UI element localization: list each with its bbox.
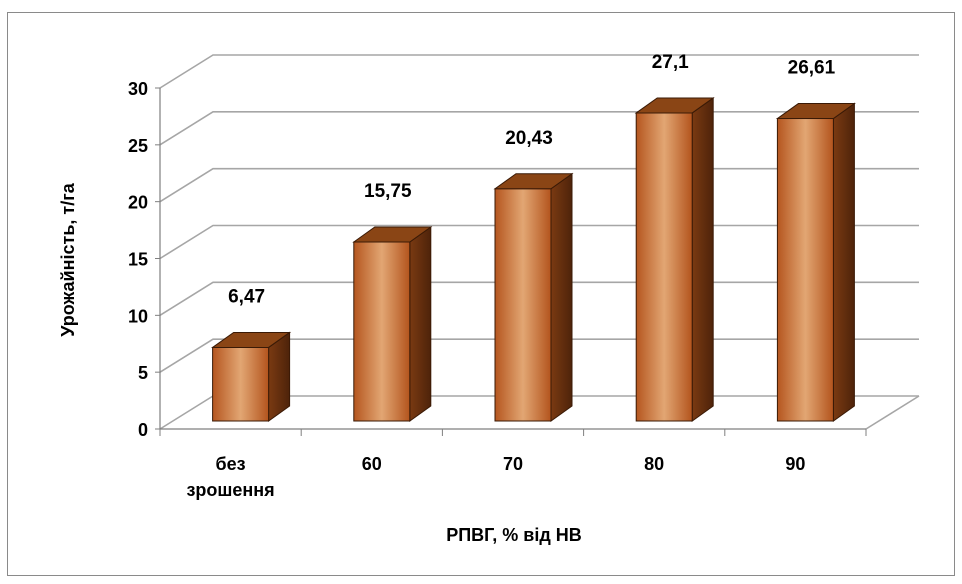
x-tick-label: 70	[503, 454, 523, 474]
x-tick-label: 80	[644, 454, 664, 474]
bar-value-label: 27,1	[652, 52, 689, 73]
bar-top	[352, 226, 433, 243]
bar-side	[691, 96, 714, 422]
x-tick-label: без зрошення	[186, 454, 274, 500]
bar-top	[493, 173, 574, 190]
y-tick-label: 15	[128, 250, 148, 270]
bar-top	[634, 97, 715, 114]
grid-line	[159, 54, 919, 89]
bar-front	[635, 112, 693, 422]
x-tick-label: 60	[362, 454, 382, 474]
bar-value-label: 20,43	[505, 128, 553, 149]
x-tick-label: 90	[785, 454, 805, 474]
bar	[352, 226, 433, 422]
bar	[634, 96, 715, 422]
y-tick-label: 10	[128, 306, 148, 326]
labels: 0 5 10 15 20 25 30 6,47 без зрошення 15,75 60 20,43 7…	[128, 52, 836, 500]
bar	[211, 331, 292, 422]
bar-side	[832, 102, 855, 422]
bar	[493, 172, 574, 422]
y-tick-label: 5	[138, 363, 148, 383]
y-tick-label: 25	[128, 136, 148, 156]
bar-value-label: 26,61	[788, 58, 836, 79]
floor-edge	[865, 395, 920, 430]
y-tick-label: 30	[128, 79, 148, 99]
bar-side	[409, 226, 432, 422]
y-tick-label: 0	[138, 420, 148, 440]
bar-front	[494, 188, 552, 422]
bar	[775, 102, 856, 422]
y-axis-title: Урожайність, т/га	[58, 182, 78, 336]
bar-front	[212, 346, 270, 422]
axes	[155, 87, 867, 436]
bar-top	[211, 331, 292, 348]
bar-side	[550, 172, 573, 422]
bar-front	[776, 118, 834, 422]
x-axis-title: РПВГ, % від НВ	[446, 525, 582, 545]
bar-value-label: 6,47	[228, 286, 265, 307]
y-tick-label: 20	[128, 193, 148, 213]
bar-value-label: 15,75	[364, 181, 412, 202]
bar-front	[353, 241, 411, 422]
bars	[211, 96, 856, 422]
bar-top	[775, 103, 856, 120]
